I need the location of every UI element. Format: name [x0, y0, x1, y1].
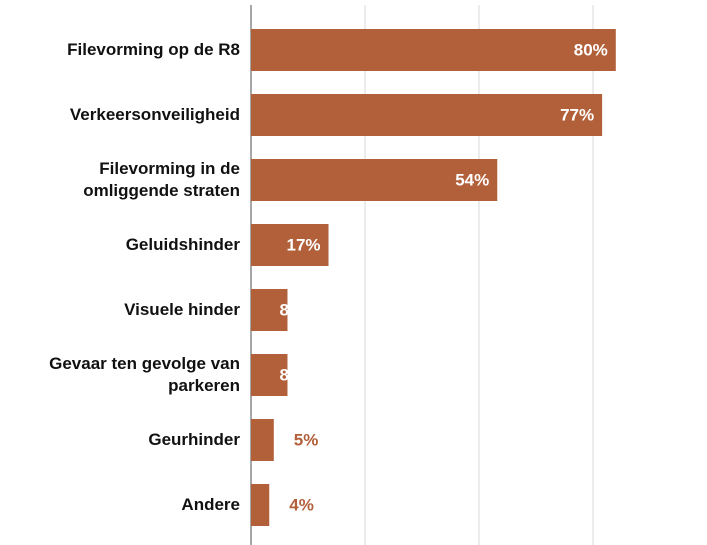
category-label: Visuele hinder	[124, 300, 240, 319]
category-label: Geurhinder	[148, 430, 240, 449]
bar	[251, 484, 270, 526]
category-label: Geluidshinder	[125, 235, 240, 254]
bar	[251, 419, 274, 461]
category-label: Filevorming op de R8	[67, 40, 240, 59]
value-label: 80%	[574, 40, 608, 59]
bar	[251, 224, 329, 266]
bar	[251, 94, 603, 136]
category-label: Gevaar ten gevolge van parkeren	[49, 354, 240, 395]
category-label: Verkeersonveiligheid	[69, 105, 240, 124]
value-label: 5%	[294, 430, 319, 449]
bar	[251, 159, 498, 201]
value-label: 8%	[279, 365, 304, 384]
value-label: 54%	[455, 170, 489, 189]
value-label: 4%	[289, 495, 314, 514]
value-label: 17%	[286, 235, 320, 254]
value-label: 77%	[560, 105, 594, 124]
value-label: 8%	[279, 300, 304, 319]
category-label: Filevorming in de omliggende straten	[83, 159, 240, 200]
bar	[251, 29, 616, 71]
bar	[251, 354, 288, 396]
category-label: Andere	[181, 495, 240, 514]
bar	[251, 289, 288, 331]
